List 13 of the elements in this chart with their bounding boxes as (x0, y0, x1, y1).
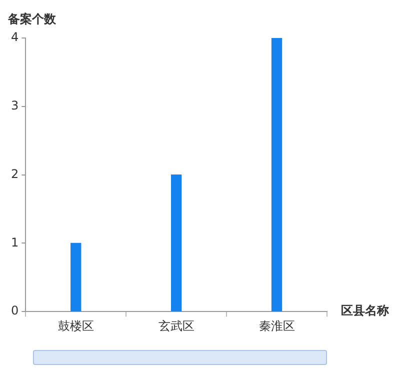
x-tick-label: 秦淮区 (258, 318, 295, 333)
y-tick-label: 2 (10, 166, 19, 181)
x-tick-label: 玄武区 (158, 318, 194, 333)
y-tick-label: 1 (10, 235, 19, 250)
y-tick-label: 0 (10, 304, 19, 318)
bar (170, 174, 182, 312)
x-tick-label: 鼓楼区 (58, 318, 94, 333)
y-tick-label: 3 (10, 98, 19, 113)
x-axis-title: 区县名称 (341, 304, 390, 318)
bar (70, 242, 82, 312)
y-tick-label: 4 (10, 30, 19, 44)
y-axis-title: 备案个数 (7, 12, 57, 26)
bar (271, 38, 282, 312)
